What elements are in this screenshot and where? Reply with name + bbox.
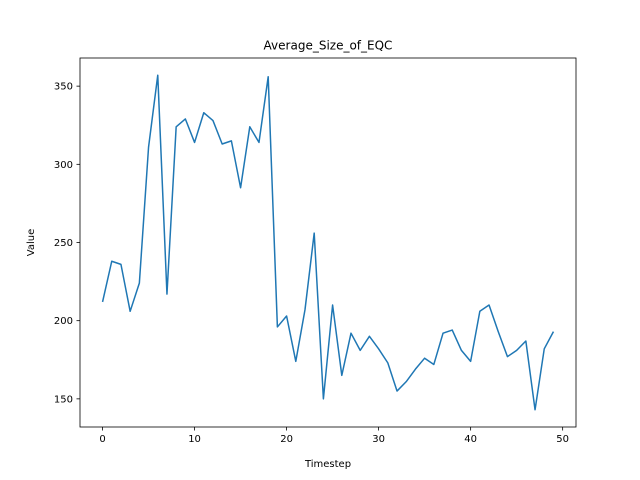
y-axis-label: Value bbox=[26, 229, 37, 256]
y-tick-label: 150 bbox=[54, 394, 73, 405]
y-tick-label: 250 bbox=[54, 238, 73, 249]
chart-title: Average_Size_of_EQC bbox=[264, 39, 393, 53]
x-tick-label: 10 bbox=[188, 434, 201, 445]
axis-ticks: 0 10 20 30 40 50 150 200 250 300 350 bbox=[54, 82, 569, 445]
y-tick-label: 350 bbox=[54, 82, 73, 93]
y-tick-label: 300 bbox=[54, 160, 73, 171]
plot-frame bbox=[79, 57, 577, 428]
y-tick-label: 200 bbox=[54, 316, 73, 327]
series-line-0 bbox=[101, 74, 555, 411]
chart-marks bbox=[101, 74, 555, 411]
x-tick-label: 40 bbox=[464, 434, 477, 445]
x-tick-label: 30 bbox=[372, 434, 385, 445]
x-tick-label: 20 bbox=[280, 434, 293, 445]
x-tick-label: 0 bbox=[99, 434, 105, 445]
x-tick-label: 50 bbox=[556, 434, 569, 445]
x-axis-label: Timestep bbox=[304, 459, 351, 470]
